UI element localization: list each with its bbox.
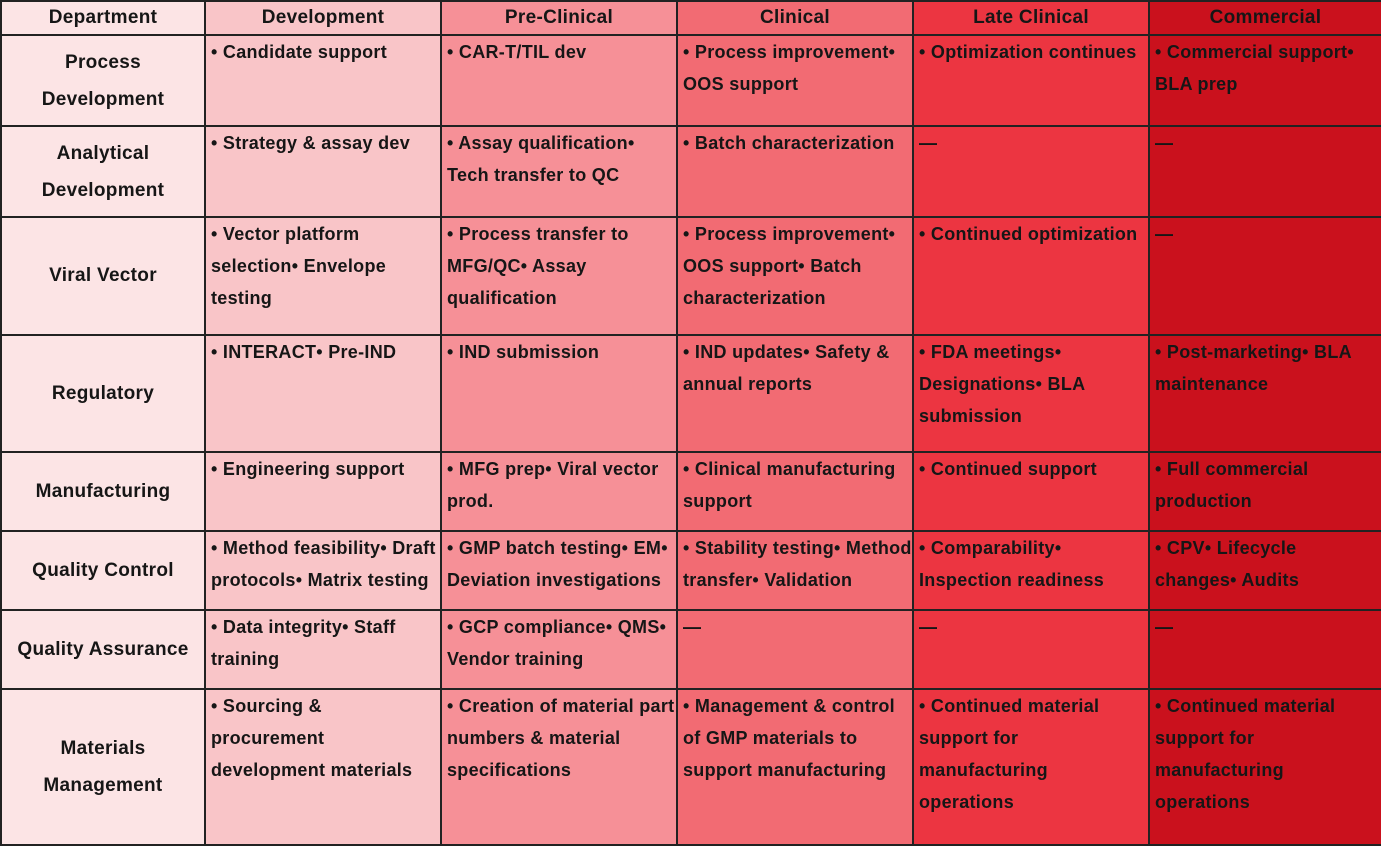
commercial-cell: — bbox=[1148, 609, 1381, 691]
clinical-cell: • Stability testing• Method transfer• Va… bbox=[676, 530, 914, 612]
table-row: Manufacturing • Engineering support • MF… bbox=[0, 450, 1381, 533]
pre-clinical-cell: • MFG prep• Viral vector prod. bbox=[440, 450, 678, 533]
table-row: Viral Vector • Vector platform selection… bbox=[0, 216, 1381, 336]
pre-clinical-cell: • CAR-T/TIL dev bbox=[440, 33, 678, 128]
clinical-cell: • Management & control of GMP materials … bbox=[676, 688, 914, 846]
late-clinical-cell: • Comparability• Inspection readiness bbox=[912, 530, 1150, 612]
header-clinical: Clinical bbox=[676, 0, 914, 36]
pre-clinical-cell: • Assay qualification• Tech transfer to … bbox=[440, 125, 678, 219]
late-clinical-cell: • Continued material support for manufac… bbox=[912, 688, 1150, 846]
commercial-cell: • CPV• Lifecycle changes• Audits bbox=[1148, 530, 1381, 612]
header-row: Department Development Pre-Clinical Clin… bbox=[0, 0, 1381, 36]
header-commercial: Commercial bbox=[1148, 0, 1381, 36]
header-development: Development bbox=[204, 0, 442, 36]
late-clinical-cell: • Optimization continues bbox=[912, 33, 1150, 128]
department-cell: Materials Management bbox=[0, 688, 206, 846]
header-department: Department bbox=[0, 0, 206, 36]
clinical-cell: • Clinical manufacturing support bbox=[676, 450, 914, 533]
department-cell: Process Development bbox=[0, 33, 206, 128]
commercial-cell: — bbox=[1148, 216, 1381, 336]
commercial-cell: • Commercial support• BLA prep bbox=[1148, 33, 1381, 128]
pre-clinical-cell: • IND submission bbox=[440, 333, 678, 453]
commercial-cell: • Full commercial production bbox=[1148, 450, 1381, 533]
table-row: Materials Management • Sourcing & procur… bbox=[0, 688, 1381, 846]
department-cell: Manufacturing bbox=[0, 450, 206, 533]
department-cell: Viral Vector bbox=[0, 216, 206, 336]
department-cell: Analytical Development bbox=[0, 125, 206, 219]
development-cell: • INTERACT• Pre-IND bbox=[204, 333, 442, 453]
header-late-clinical: Late Clinical bbox=[912, 0, 1150, 36]
late-clinical-cell: • Continued optimization bbox=[912, 216, 1150, 336]
development-cell: • Sourcing & procurement development mat… bbox=[204, 688, 442, 846]
table-row: Quality Assurance • Data integrity• Staf… bbox=[0, 609, 1381, 691]
department-cell: Quality Assurance bbox=[0, 609, 206, 691]
pre-clinical-cell: • Process transfer to MFG/QC• Assay qual… bbox=[440, 216, 678, 336]
late-clinical-cell: — bbox=[912, 609, 1150, 691]
pre-clinical-cell: • Creation of material part numbers & ma… bbox=[440, 688, 678, 846]
late-clinical-cell: • FDA meetings• Designations• BLA submis… bbox=[912, 333, 1150, 453]
late-clinical-cell: • Continued support bbox=[912, 450, 1150, 533]
clinical-cell: • IND updates• Safety & annual reports bbox=[676, 333, 914, 453]
development-cell: • Data integrity• Staff training bbox=[204, 609, 442, 691]
table-row: Quality Control • Method feasibility• Dr… bbox=[0, 530, 1381, 612]
development-cell: • Vector platform selection• Envelope te… bbox=[204, 216, 442, 336]
clinical-cell: — bbox=[676, 609, 914, 691]
development-cell: • Engineering support bbox=[204, 450, 442, 533]
header-pre-clinical: Pre-Clinical bbox=[440, 0, 678, 36]
table-row: Process Development • Candidate support … bbox=[0, 33, 1381, 128]
department-cell: Regulatory bbox=[0, 333, 206, 453]
clinical-cell: • Process improvement• OOS support bbox=[676, 33, 914, 128]
pre-clinical-cell: • GMP batch testing• EM• Deviation inves… bbox=[440, 530, 678, 612]
development-cell: • Strategy & assay dev bbox=[204, 125, 442, 219]
development-cell: • Candidate support bbox=[204, 33, 442, 128]
department-cell: Quality Control bbox=[0, 530, 206, 612]
clinical-cell: • Process improvement• OOS support• Batc… bbox=[676, 216, 914, 336]
commercial-cell: — bbox=[1148, 125, 1381, 219]
development-cell: • Method feasibility• Draft protocols• M… bbox=[204, 530, 442, 612]
clinical-cell: • Batch characterization bbox=[676, 125, 914, 219]
table-row: Regulatory • INTERACT• Pre-IND • IND sub… bbox=[0, 333, 1381, 453]
commercial-cell: • Continued material support for manufac… bbox=[1148, 688, 1381, 846]
late-clinical-cell: — bbox=[912, 125, 1150, 219]
commercial-cell: • Post-marketing• BLA maintenance bbox=[1148, 333, 1381, 453]
table-row: Analytical Development • Strategy & assa… bbox=[0, 125, 1381, 219]
pre-clinical-cell: • GCP compliance• QMS• Vendor training bbox=[440, 609, 678, 691]
